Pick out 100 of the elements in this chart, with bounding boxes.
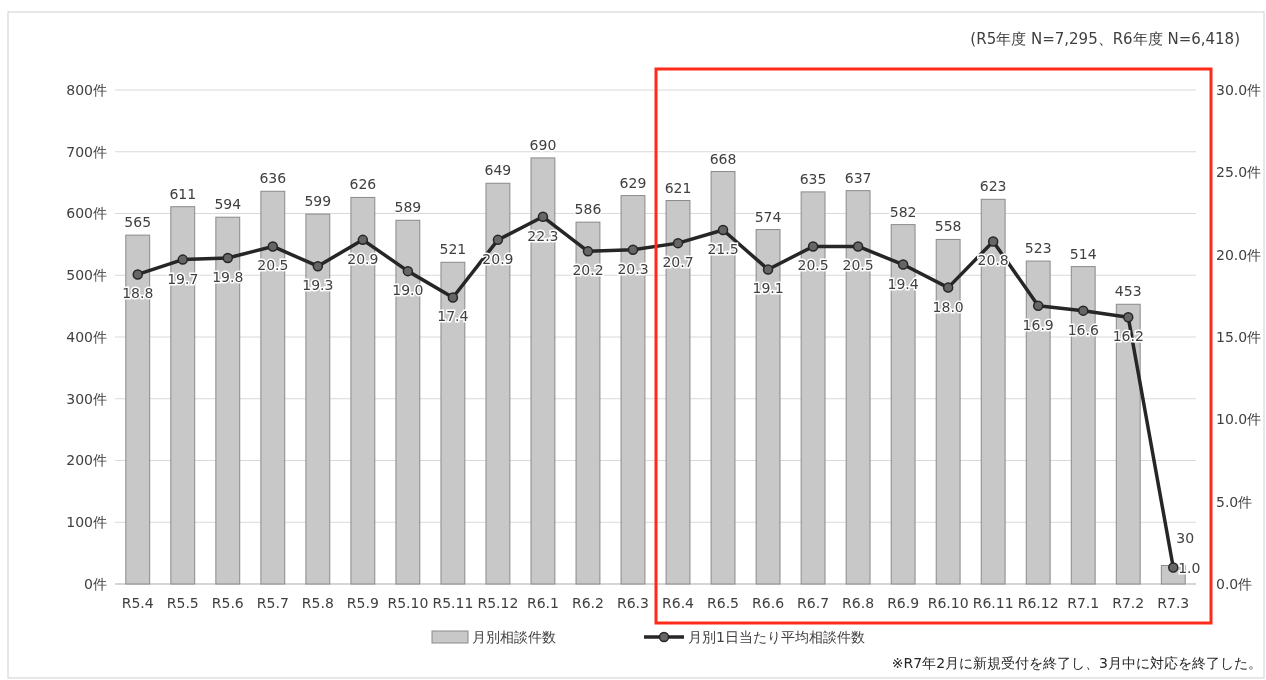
data-label: 20.5 xyxy=(842,257,874,274)
x-tick-label: R5.12 xyxy=(477,595,519,611)
point xyxy=(897,259,909,270)
data-label: 558 xyxy=(934,218,962,235)
point xyxy=(537,211,549,223)
point xyxy=(762,264,774,275)
data-label: 16.6 xyxy=(1067,321,1099,338)
x-tick-label: R6.4 xyxy=(662,595,695,611)
x-tick-label: R6.7 xyxy=(797,595,830,611)
data-label: 637 xyxy=(844,169,872,186)
y-tick-label: 800件 xyxy=(66,81,107,98)
x-tick-label: R6.11 xyxy=(972,595,1014,611)
y-tick-label: 500件 xyxy=(66,267,107,284)
data-label: 17.4 xyxy=(437,308,469,325)
data-label: 514 xyxy=(1069,245,1097,262)
data-label: 668 xyxy=(709,150,737,167)
x-tick-label: R6.6 xyxy=(752,595,785,611)
data-label: 20.9 xyxy=(482,250,514,267)
point xyxy=(222,252,234,264)
y-tick-label: 100件 xyxy=(66,514,107,531)
x-tick-label: R5.11 xyxy=(432,595,474,611)
point xyxy=(1032,300,1044,311)
data-label: 30 xyxy=(1176,530,1195,547)
x-tick-label: R5.7 xyxy=(256,595,289,611)
data-label: 16.9 xyxy=(1022,316,1054,333)
point xyxy=(132,269,143,280)
point xyxy=(402,265,414,277)
data-label: 599 xyxy=(304,193,332,210)
y2-tick-label: 20.0件 xyxy=(1216,246,1262,263)
y-tick-label: 300件 xyxy=(66,390,107,407)
x-tick-label: R6.9 xyxy=(887,595,920,611)
data-label: 589 xyxy=(394,199,422,216)
y2-tick-label: 15.0件 xyxy=(1216,328,1262,345)
data-label: 690 xyxy=(529,136,557,153)
data-label: 19.8 xyxy=(212,268,244,285)
x-tick-label: R6.5 xyxy=(707,595,740,611)
x-tick-label: R6.1 xyxy=(526,595,559,611)
data-label: 19.3 xyxy=(302,277,334,294)
x-tick-label: R6.3 xyxy=(616,595,649,611)
data-label: 19.1 xyxy=(752,280,784,297)
point xyxy=(672,237,684,249)
data-label: 523 xyxy=(1024,240,1052,257)
data-label: 20.3 xyxy=(617,260,649,277)
data-label: 621 xyxy=(664,179,692,196)
y-tick-label: 600件 xyxy=(66,205,107,222)
x-tick-label: R7.2 xyxy=(1112,595,1145,611)
data-label: 20.9 xyxy=(347,250,379,267)
point xyxy=(582,246,594,257)
point xyxy=(942,282,954,293)
point xyxy=(1077,305,1089,316)
y2-tick-label: 0.0件 xyxy=(1216,575,1253,592)
point xyxy=(492,234,504,246)
y-tick-label: 400件 xyxy=(66,328,107,345)
point xyxy=(987,236,999,247)
data-label: 586 xyxy=(574,201,602,218)
data-label: 629 xyxy=(619,174,647,191)
data-label: 635 xyxy=(799,170,827,187)
data-label: 19.7 xyxy=(167,270,199,287)
data-label: 21.5 xyxy=(707,240,739,257)
data-label: 636 xyxy=(259,170,287,187)
point xyxy=(717,224,729,236)
data-label: 19.0 xyxy=(392,282,424,299)
y2-tick-label: 25.0件 xyxy=(1216,164,1262,181)
point xyxy=(852,241,864,252)
data-label: 20.7 xyxy=(662,254,694,271)
data-label: 18.0 xyxy=(932,298,964,315)
data-label: 565 xyxy=(124,214,152,231)
y-tick-label: 0件 xyxy=(84,575,107,592)
data-label: 20.5 xyxy=(257,257,289,274)
data-label: 611 xyxy=(169,185,197,202)
y2-tick-label: 10.0件 xyxy=(1216,411,1262,428)
x-tick-label: R7.3 xyxy=(1157,595,1190,611)
x-tick-label: R6.10 xyxy=(927,595,969,611)
data-label: 453 xyxy=(1114,283,1142,300)
data-label: 594 xyxy=(214,196,242,213)
legend-label: 月別相談件数 xyxy=(472,628,556,645)
x-tick-label: R6.12 xyxy=(1017,595,1059,611)
x-tick-label: R5.9 xyxy=(346,595,379,611)
x-tick-label: R6.8 xyxy=(842,595,875,611)
data-label: 649 xyxy=(484,162,512,179)
data-label: 19.4 xyxy=(887,275,919,292)
point xyxy=(807,241,819,252)
data-label: 623 xyxy=(979,178,1007,195)
x-tick-label: R5.5 xyxy=(166,595,199,611)
point xyxy=(447,292,459,303)
point xyxy=(1122,311,1134,323)
text: (R5年度 N=7,295、R6年度 N=6,418) xyxy=(970,30,1240,48)
y-tick-label: 700件 xyxy=(66,143,107,160)
y-tick-label: 200件 xyxy=(66,452,107,469)
data-label: 582 xyxy=(889,203,917,220)
x-tick-label: R5.6 xyxy=(211,595,244,611)
x-tick-label: R6.2 xyxy=(571,595,604,611)
data-label: 20.2 xyxy=(572,262,604,279)
point xyxy=(627,244,639,255)
point xyxy=(267,241,279,252)
x-tick-label: R7.1 xyxy=(1067,595,1100,611)
data-label: 22.3 xyxy=(527,227,559,244)
point xyxy=(177,254,189,265)
data-label: 20.5 xyxy=(797,257,829,274)
point xyxy=(312,260,324,272)
